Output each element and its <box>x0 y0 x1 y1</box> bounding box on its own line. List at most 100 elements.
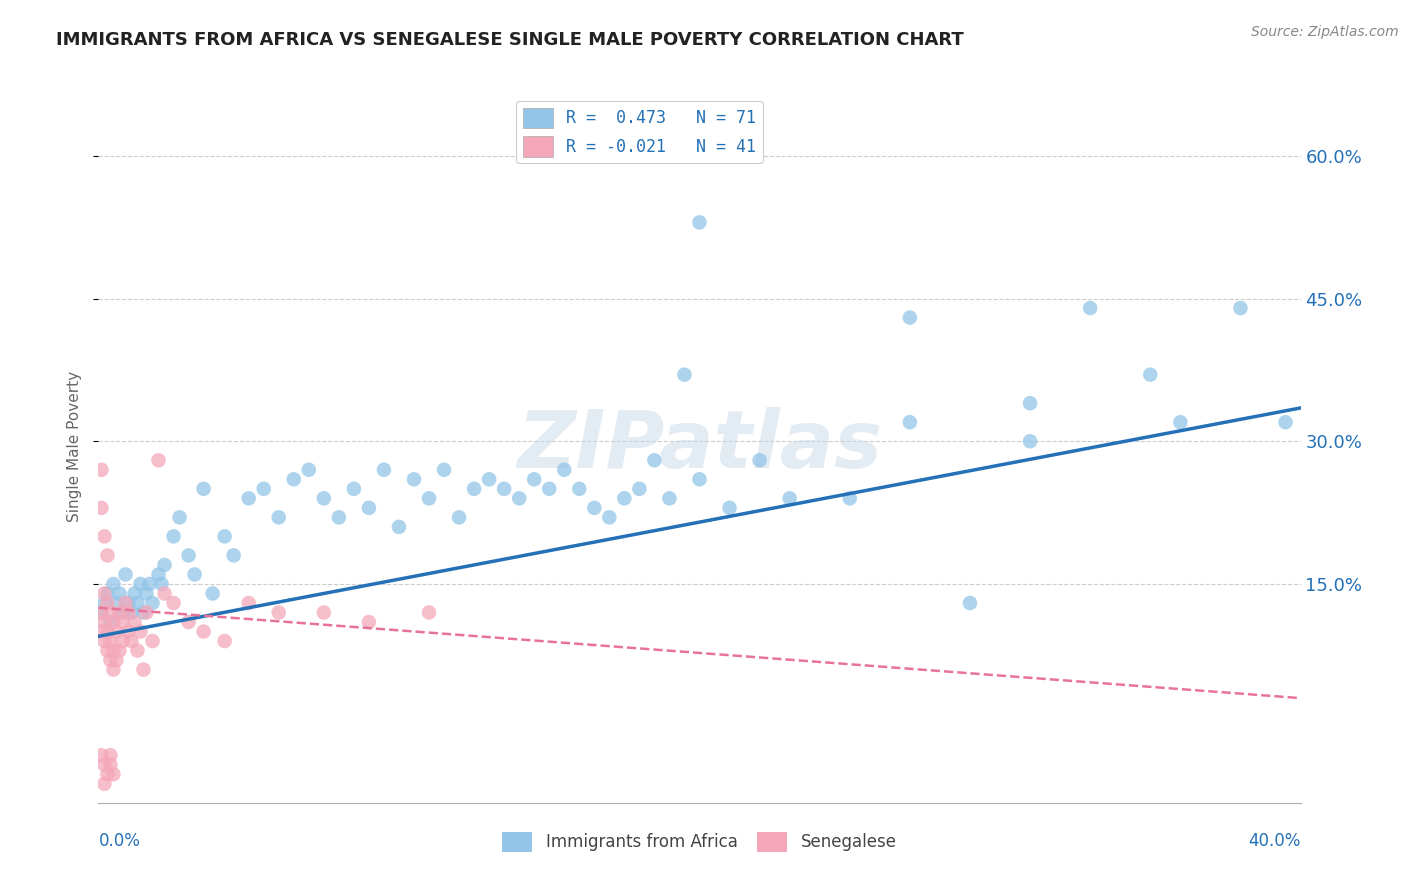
Point <box>90 606 112 620</box>
Point <box>93 757 115 772</box>
Point <box>253 482 276 496</box>
Point <box>108 643 131 657</box>
Point <box>108 606 131 620</box>
Point <box>135 606 157 620</box>
Point <box>103 767 125 781</box>
Point <box>93 586 115 600</box>
Text: 40.0%: 40.0% <box>1249 831 1301 849</box>
Point <box>553 463 575 477</box>
Point <box>127 596 149 610</box>
Point <box>494 482 516 496</box>
Point <box>135 586 157 600</box>
Point <box>100 653 122 667</box>
Point <box>312 491 335 506</box>
Point <box>148 567 170 582</box>
Point <box>103 577 125 591</box>
Point <box>238 491 260 506</box>
Point <box>100 606 122 620</box>
Point <box>357 500 380 515</box>
Point <box>132 663 155 677</box>
Point <box>898 310 921 325</box>
Point <box>689 215 711 229</box>
Point <box>643 453 665 467</box>
Point <box>90 748 112 763</box>
Point <box>523 472 546 486</box>
Point <box>121 634 143 648</box>
Point <box>93 777 115 791</box>
Point <box>402 472 425 486</box>
Point <box>129 624 152 639</box>
Point <box>105 596 128 610</box>
Point <box>96 767 118 781</box>
Point <box>193 482 215 496</box>
Point <box>93 596 115 610</box>
Point <box>689 472 711 486</box>
Point <box>90 606 112 620</box>
Point <box>463 482 485 496</box>
Point <box>138 577 160 591</box>
Point <box>343 482 366 496</box>
Point <box>214 634 236 648</box>
Point <box>100 615 122 629</box>
Point <box>148 453 170 467</box>
Point <box>96 596 118 610</box>
Point <box>1019 396 1042 410</box>
Text: ZIPatlas: ZIPatlas <box>517 407 882 485</box>
Point <box>90 624 112 639</box>
Point <box>105 624 128 639</box>
Point <box>447 510 470 524</box>
Point <box>100 757 122 772</box>
Point <box>538 482 561 496</box>
Point <box>568 482 591 496</box>
Point <box>357 615 380 629</box>
Point <box>177 615 200 629</box>
Point <box>96 624 118 639</box>
Point <box>298 463 321 477</box>
Point <box>838 491 860 506</box>
Point <box>162 529 184 543</box>
Point <box>162 596 184 610</box>
Point <box>111 615 134 629</box>
Point <box>508 491 530 506</box>
Point <box>93 615 115 629</box>
Point <box>613 491 636 506</box>
Point <box>673 368 696 382</box>
Point <box>1274 415 1296 429</box>
Point <box>121 606 143 620</box>
Point <box>748 453 770 467</box>
Point <box>177 549 200 563</box>
Point <box>124 615 146 629</box>
Point <box>96 643 118 657</box>
Point <box>238 596 260 610</box>
Point <box>1229 301 1251 315</box>
Point <box>312 606 335 620</box>
Point <box>1170 415 1192 429</box>
Point <box>598 510 620 524</box>
Point <box>114 596 136 610</box>
Point <box>111 634 134 648</box>
Point <box>93 634 115 648</box>
Point <box>267 510 290 524</box>
Point <box>1078 301 1101 315</box>
Point <box>583 500 606 515</box>
Point <box>108 586 131 600</box>
Point <box>193 624 215 639</box>
Point <box>127 643 149 657</box>
Point <box>153 586 176 600</box>
Point <box>222 549 245 563</box>
Point <box>103 643 125 657</box>
Point <box>117 606 139 620</box>
Point <box>201 586 224 600</box>
Point <box>388 520 411 534</box>
Point <box>90 500 112 515</box>
Point <box>1019 434 1042 449</box>
Point <box>373 463 395 477</box>
Point <box>628 482 651 496</box>
Point <box>718 500 741 515</box>
Point <box>433 463 456 477</box>
Point <box>141 596 163 610</box>
Point <box>129 577 152 591</box>
Point <box>103 615 125 629</box>
Point <box>105 653 128 667</box>
Point <box>103 663 125 677</box>
